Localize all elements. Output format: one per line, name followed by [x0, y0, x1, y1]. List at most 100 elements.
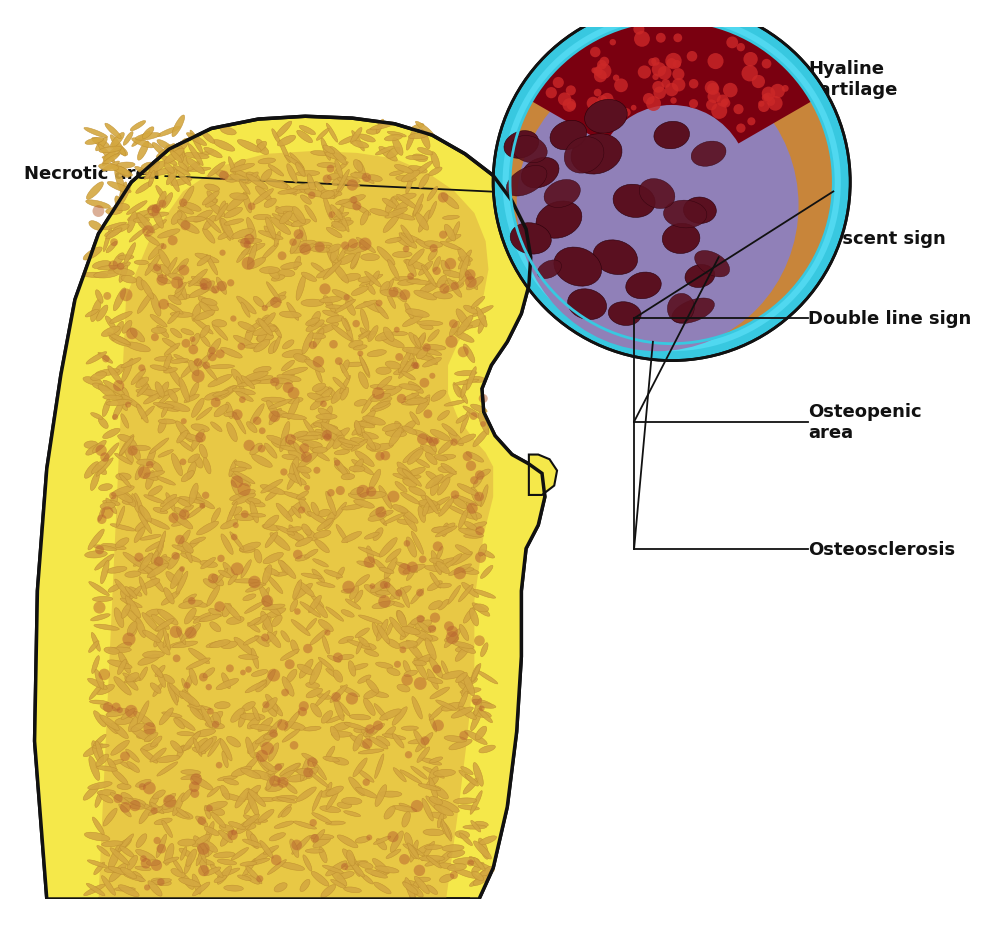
Ellipse shape [105, 722, 117, 734]
Ellipse shape [424, 345, 446, 350]
Ellipse shape [403, 882, 418, 895]
Ellipse shape [344, 319, 353, 343]
Ellipse shape [321, 424, 331, 440]
Ellipse shape [333, 670, 343, 682]
Ellipse shape [98, 145, 114, 163]
Circle shape [450, 283, 459, 291]
Ellipse shape [212, 321, 227, 327]
Ellipse shape [182, 690, 193, 703]
Ellipse shape [321, 711, 333, 723]
Circle shape [445, 337, 457, 349]
Ellipse shape [418, 261, 432, 276]
Ellipse shape [139, 806, 152, 824]
Circle shape [737, 44, 745, 52]
Ellipse shape [418, 506, 425, 523]
Ellipse shape [161, 405, 168, 418]
Ellipse shape [220, 739, 233, 761]
Circle shape [432, 720, 444, 731]
Ellipse shape [114, 608, 124, 628]
Ellipse shape [376, 839, 387, 850]
Ellipse shape [350, 735, 370, 750]
Ellipse shape [249, 404, 264, 425]
Circle shape [111, 703, 120, 712]
Ellipse shape [255, 321, 278, 332]
Ellipse shape [413, 660, 426, 666]
Ellipse shape [188, 700, 201, 717]
Ellipse shape [132, 446, 150, 451]
Ellipse shape [156, 834, 167, 857]
Text: Osteosclerosis: Osteosclerosis [808, 540, 955, 558]
Ellipse shape [359, 861, 373, 869]
Ellipse shape [371, 578, 391, 593]
Ellipse shape [108, 867, 126, 875]
Ellipse shape [308, 334, 326, 339]
Circle shape [308, 192, 315, 199]
Ellipse shape [119, 186, 130, 206]
Ellipse shape [231, 160, 246, 173]
Ellipse shape [413, 155, 427, 162]
Ellipse shape [303, 420, 318, 440]
Circle shape [299, 702, 309, 711]
Ellipse shape [352, 423, 367, 436]
Ellipse shape [350, 715, 371, 720]
Ellipse shape [300, 880, 310, 892]
Ellipse shape [98, 385, 116, 400]
Ellipse shape [440, 242, 460, 250]
Circle shape [376, 300, 383, 307]
Ellipse shape [360, 275, 383, 287]
Circle shape [103, 293, 111, 300]
Ellipse shape [410, 840, 418, 862]
Ellipse shape [339, 255, 356, 265]
Ellipse shape [151, 328, 166, 334]
Circle shape [95, 546, 104, 554]
Ellipse shape [310, 312, 320, 327]
Ellipse shape [340, 376, 351, 394]
Ellipse shape [176, 808, 190, 819]
Ellipse shape [127, 211, 149, 222]
Ellipse shape [331, 206, 343, 221]
Ellipse shape [428, 714, 436, 732]
Ellipse shape [266, 774, 275, 790]
Ellipse shape [282, 455, 298, 461]
Ellipse shape [145, 474, 158, 481]
Ellipse shape [441, 661, 448, 675]
Circle shape [270, 377, 279, 387]
Ellipse shape [377, 736, 390, 746]
Circle shape [157, 879, 165, 886]
Ellipse shape [165, 794, 176, 802]
Ellipse shape [296, 432, 322, 437]
Ellipse shape [260, 485, 285, 495]
Ellipse shape [195, 254, 219, 263]
Ellipse shape [376, 663, 393, 668]
Ellipse shape [186, 168, 211, 172]
Ellipse shape [192, 334, 200, 347]
Ellipse shape [446, 235, 461, 242]
Ellipse shape [341, 610, 354, 617]
Ellipse shape [263, 733, 277, 740]
Ellipse shape [315, 397, 333, 402]
Ellipse shape [227, 194, 247, 211]
Ellipse shape [255, 680, 266, 692]
Ellipse shape [261, 588, 269, 603]
Ellipse shape [418, 784, 440, 791]
Ellipse shape [114, 163, 135, 170]
Ellipse shape [115, 474, 131, 481]
Ellipse shape [106, 566, 127, 574]
Ellipse shape [415, 844, 433, 855]
Ellipse shape [241, 560, 251, 578]
Ellipse shape [378, 514, 387, 527]
Circle shape [282, 383, 293, 394]
Ellipse shape [126, 343, 150, 352]
Ellipse shape [153, 790, 165, 799]
Ellipse shape [287, 468, 300, 490]
Ellipse shape [376, 120, 384, 134]
Ellipse shape [402, 400, 423, 406]
Ellipse shape [164, 344, 180, 356]
Ellipse shape [150, 365, 167, 371]
Ellipse shape [384, 806, 396, 819]
Ellipse shape [426, 354, 437, 365]
Circle shape [212, 721, 220, 729]
Circle shape [206, 684, 212, 691]
Ellipse shape [260, 171, 272, 183]
Circle shape [120, 802, 131, 813]
